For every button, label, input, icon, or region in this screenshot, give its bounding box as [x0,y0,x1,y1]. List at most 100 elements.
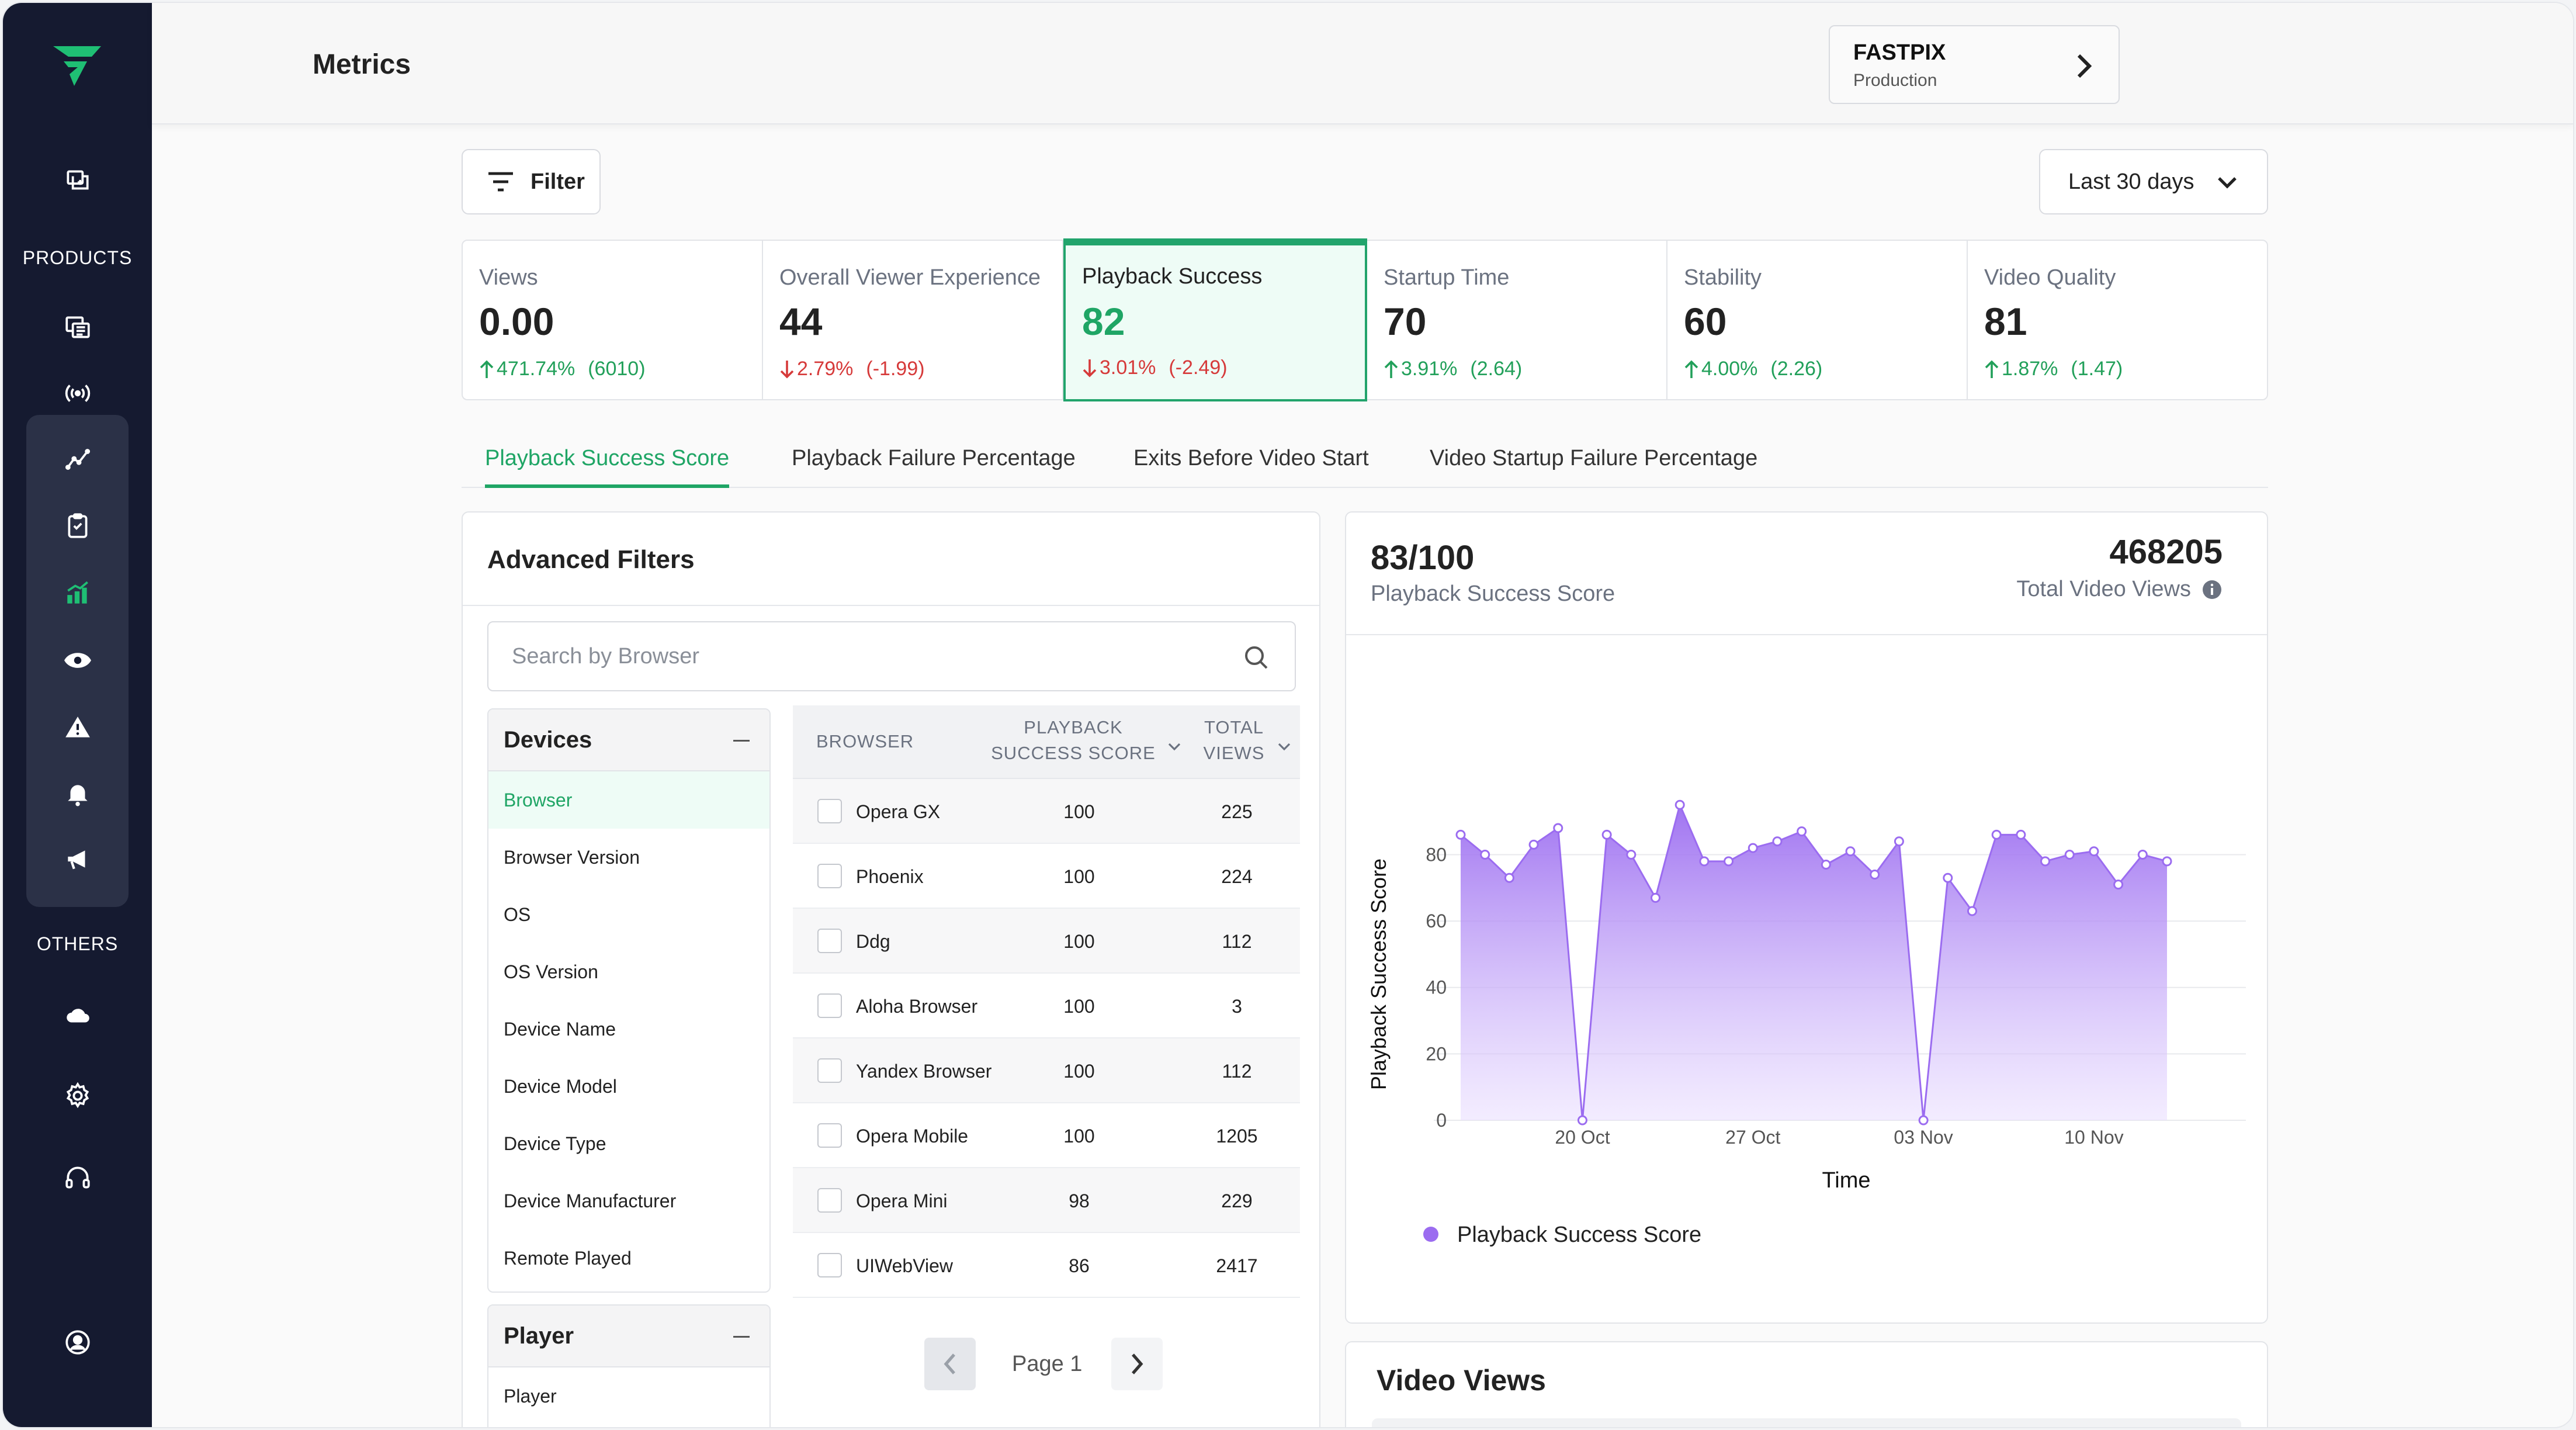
table-row[interactable]: Aloha Browser 100 3 [793,974,1300,1038]
data-point[interactable] [2064,849,2075,860]
data-point[interactable] [1674,799,1685,810]
logo-icon[interactable] [51,44,103,91]
tab-exits-before-video-start[interactable]: Exits Before Video Start [1133,446,1369,470]
data-point[interactable] [2089,846,2099,857]
tab-playback-failure-percentage[interactable]: Playback Failure Percentage [792,446,1076,470]
table-row[interactable]: Phoenix 100 224 [793,844,1300,909]
table-row[interactable]: Yandex Browser 100 112 [793,1038,1300,1103]
info-icon[interactable] [2201,579,2223,600]
live-stream-icon[interactable] [3,373,152,414]
sort-chevron-icon[interactable] [1277,740,1292,752]
cloud-icon[interactable] [3,995,152,1036]
data-point[interactable] [2040,856,2051,867]
data-point[interactable] [1918,1115,1929,1126]
data-point[interactable] [2113,880,2124,890]
data-point[interactable] [1821,860,1831,870]
kpi-card[interactable]: Overall Viewer Experience 44 2.79% (-1.99) [763,241,1063,399]
kpi-card[interactable]: Views 0.00 471.74% (6010) [463,241,763,399]
table-row[interactable]: Ddg 100 112 [793,909,1300,974]
kpi-card[interactable]: Stability 60 4.00% (2.26) [1667,241,1968,399]
gear-icon[interactable] [3,1075,152,1116]
row-checkbox[interactable] [817,993,842,1018]
dimension-item[interactable]: Browser Version [504,847,640,868]
warning-icon[interactable] [3,707,152,748]
dimension-item[interactable]: Device Manufacturer [504,1190,677,1211]
data-point[interactable] [1797,826,1807,837]
row-checkbox[interactable] [817,1188,842,1213]
table-row[interactable]: Opera GX 100 225 [793,779,1300,844]
collapse-icon[interactable] [733,1336,750,1338]
prev-page-button[interactable] [924,1338,976,1390]
filter-button[interactable]: Filter [462,149,601,214]
eye-icon[interactable] [3,640,152,681]
kpi-card[interactable]: Startup Time 70 3.91% (2.64) [1367,241,1667,399]
data-point[interactable] [1991,829,2002,840]
data-point[interactable] [2137,849,2148,860]
col-total-views[interactable]: TOTAL VIEWS [1196,715,1272,766]
devices-group-header[interactable]: Devices [488,709,769,771]
dimension-item[interactable]: OS [504,904,531,925]
next-page-button[interactable] [1111,1338,1163,1390]
megaphone-icon[interactable] [3,839,152,880]
table-row[interactable]: Opera Mobile 100 1205 [793,1103,1300,1168]
sort-chevron-icon[interactable] [1167,740,1182,752]
data-point[interactable] [1845,846,1856,857]
kpi-card[interactable]: Video Quality 81 1.87% (1.47) [1968,241,2267,399]
row-checkbox[interactable] [817,1253,842,1277]
data-point[interactable] [1553,823,1563,833]
table-row[interactable]: Opera Mini 98 229 [793,1168,1300,1233]
bar-chart-icon[interactable] [3,573,152,614]
media-library-icon[interactable] [3,307,152,348]
org-switcher[interactable]: FASTPIX Production [1829,25,2120,104]
dimension-item[interactable]: OS Version [504,961,598,982]
table-row[interactable]: UIWebView 86 2417 [793,1233,1300,1298]
data-point[interactable] [1894,836,1904,847]
tab-video-startup-failure-percentage[interactable]: Video Startup Failure Percentage [1430,446,1758,470]
metrics-trend-icon[interactable] [3,438,152,479]
data-point[interactable] [1651,892,1661,903]
data-point[interactable] [1748,843,1758,853]
tab-playback-success-score[interactable]: Playback Success Score [485,446,730,488]
kpi-label: Views [479,265,538,290]
dimension-item[interactable]: Remote Played [504,1248,632,1269]
dimension-item[interactable]: Player [504,1386,557,1407]
data-point[interactable] [1601,829,1612,840]
data-point[interactable] [1455,829,1466,840]
data-point[interactable] [2162,856,2172,867]
search-icon[interactable] [1242,643,1270,671]
data-point[interactable] [1870,870,1880,880]
data-point[interactable] [1772,836,1783,847]
data-point[interactable] [1504,872,1514,883]
data-point[interactable] [1967,906,1977,916]
row-checkbox[interactable] [817,1123,842,1148]
row-checkbox[interactable] [817,929,842,953]
player-group-header[interactable]: Player [488,1306,769,1367]
search-input[interactable] [512,639,1213,674]
data-point[interactable] [1528,839,1539,850]
headset-icon[interactable] [3,1157,152,1198]
row-checkbox[interactable] [817,799,842,823]
row-checkbox[interactable] [817,1058,842,1083]
data-point[interactable] [1577,1115,1587,1126]
legend-label[interactable]: Playback Success Score [1457,1223,1701,1247]
col-browser[interactable]: BROWSER [816,731,914,752]
dimension-item[interactable]: Browser [488,771,769,829]
dimension-item[interactable]: Device Model [504,1076,617,1097]
bell-icon[interactable] [3,773,152,814]
data-point[interactable] [1724,856,1734,867]
date-range-select[interactable]: Last 30 days [2039,149,2268,214]
add-folder-icon[interactable] [3,161,152,202]
dimension-item[interactable]: Device Name [504,1019,616,1040]
data-point[interactable] [2016,829,2026,840]
collapse-icon[interactable] [733,740,750,742]
user-circle-icon[interactable] [3,1322,152,1363]
data-point[interactable] [1699,856,1710,867]
row-checkbox[interactable] [817,864,842,888]
data-point[interactable] [1480,849,1490,860]
col-playback-success-score[interactable]: PLAYBACK SUCCESS SCORE [986,715,1161,766]
clipboard-icon[interactable] [3,505,152,546]
data-point[interactable] [1943,872,1953,883]
data-point[interactable] [1626,849,1637,860]
dimension-item[interactable]: Device Type [504,1133,606,1154]
kpi-card[interactable]: Playback Success 82 3.01% (-2.49) [1063,238,1367,401]
